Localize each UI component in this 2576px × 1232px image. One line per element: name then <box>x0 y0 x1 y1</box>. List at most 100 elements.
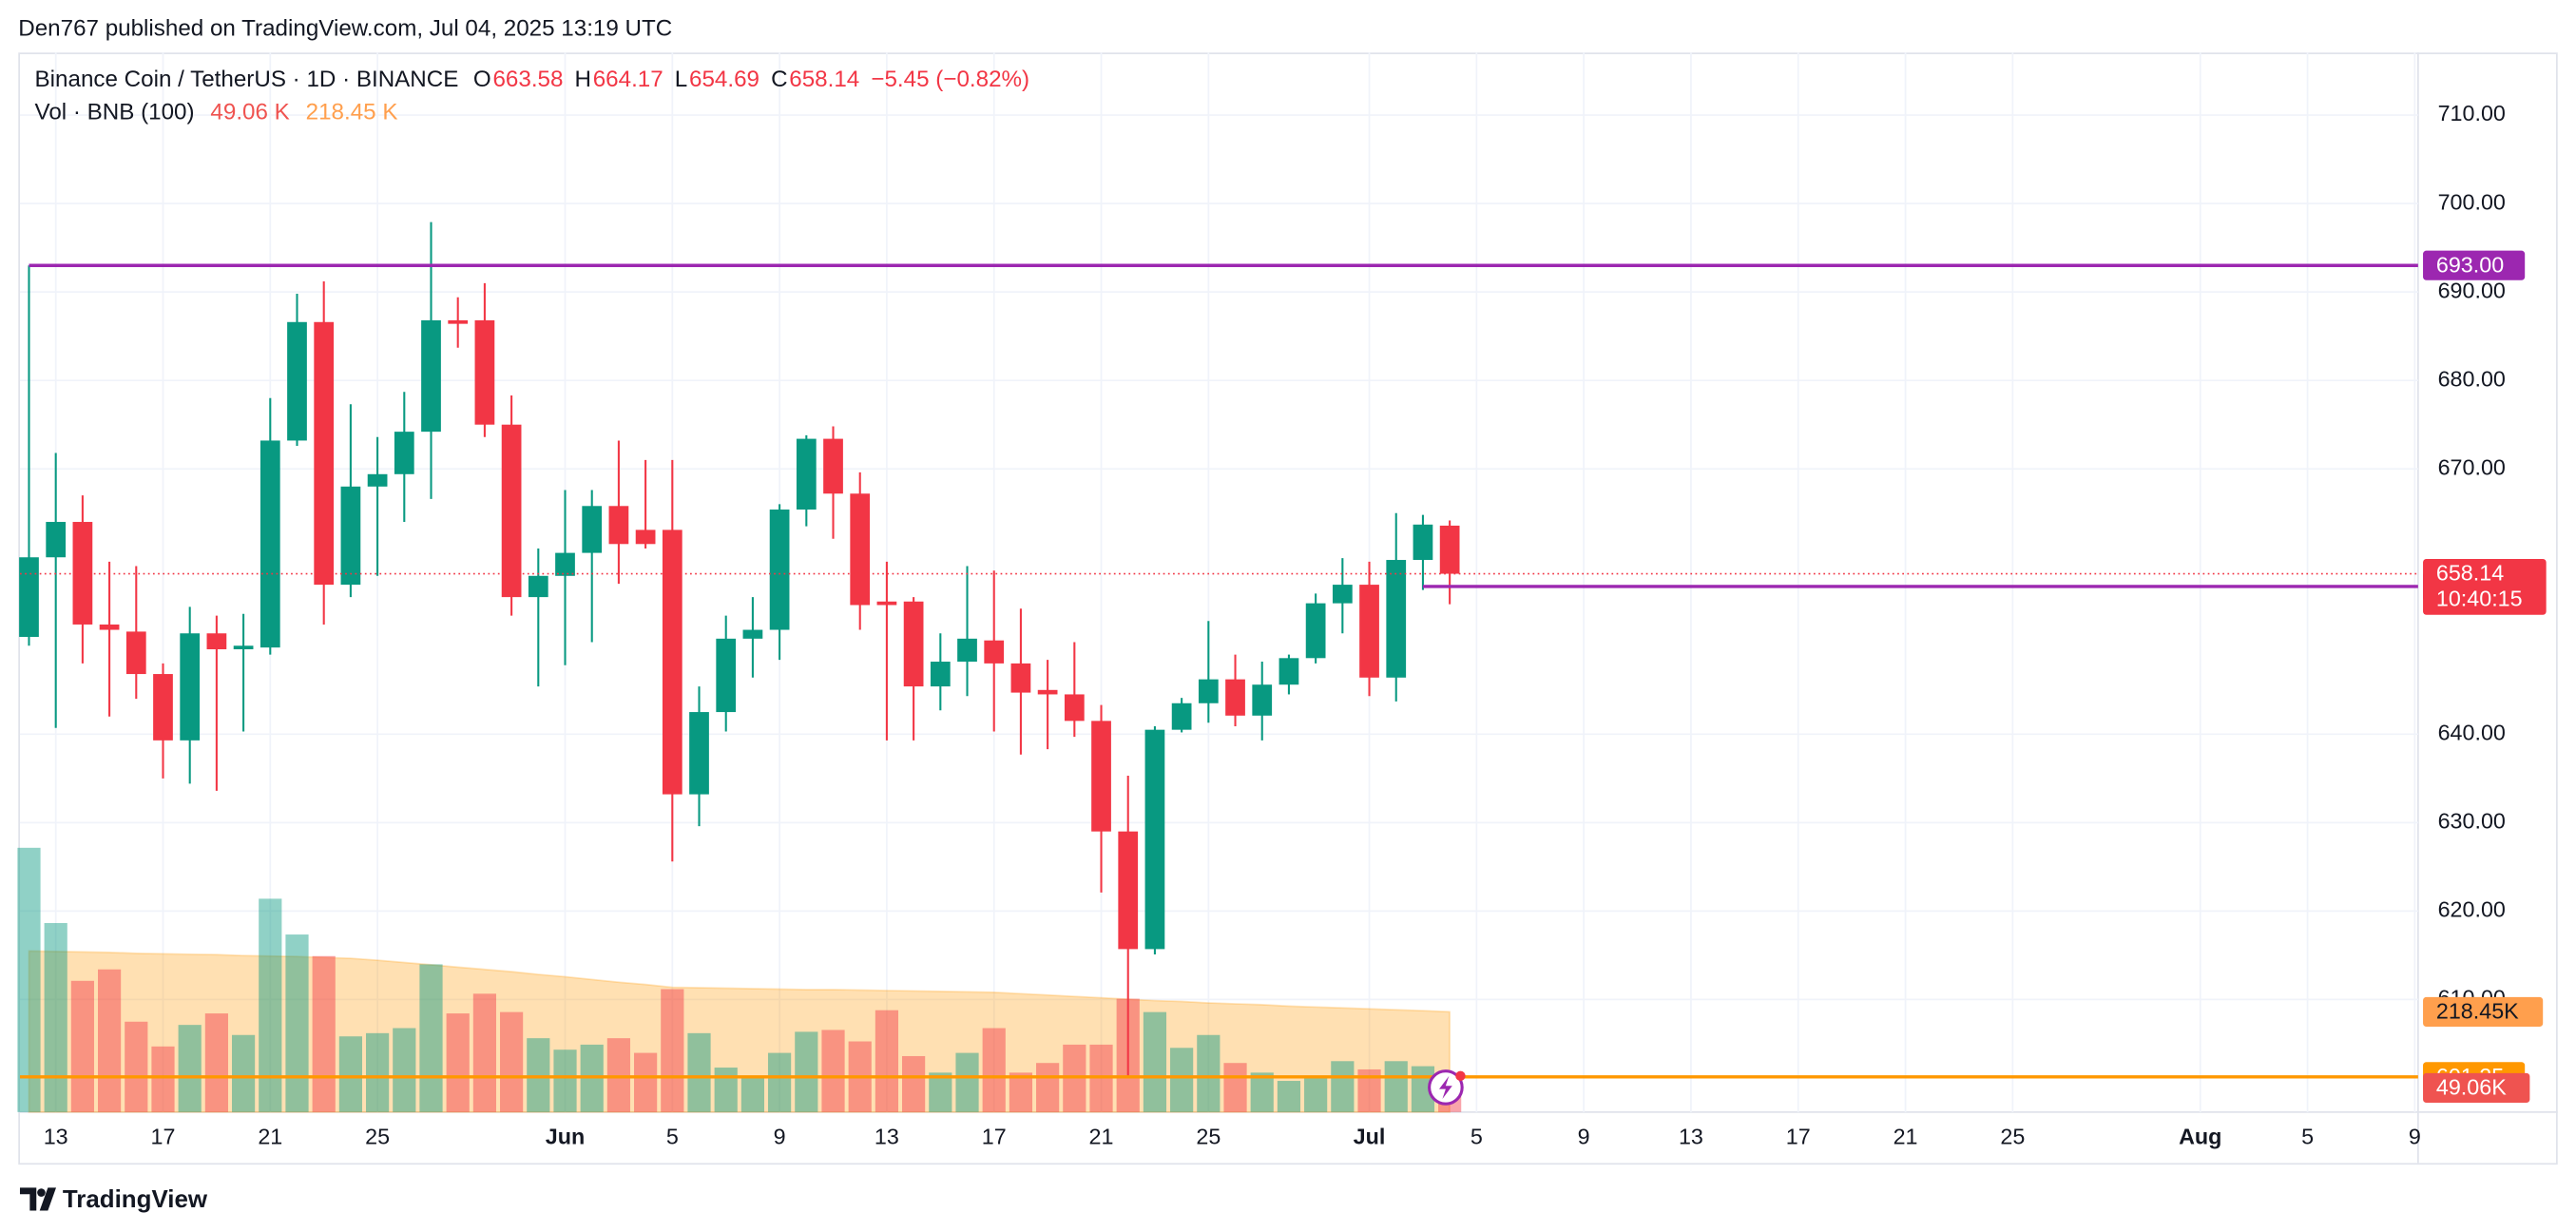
price-badge <box>2423 250 2526 280</box>
y-tick-label: 670.00 <box>2438 454 2506 479</box>
candle-body <box>1198 679 1219 703</box>
volume-bar <box>125 1021 148 1112</box>
candle-body <box>957 638 977 663</box>
x-tick-label: 25 <box>2000 1125 2025 1149</box>
volume-bar <box>1143 1011 1167 1112</box>
candle-body <box>153 674 173 741</box>
volume-bar <box>17 847 41 1112</box>
candle-body <box>260 440 280 648</box>
y-tick-label: 700.00 <box>2438 189 2506 214</box>
x-tick-label: 9 <box>2409 1125 2421 1149</box>
volume-bar <box>285 934 309 1112</box>
volume-bar <box>151 1046 175 1112</box>
x-tick-label: 25 <box>1196 1125 1221 1149</box>
candle-body <box>1305 603 1326 659</box>
icon-dot <box>1455 1070 1466 1082</box>
logo-dot <box>37 1188 46 1197</box>
last-price-label: 658.14 <box>2436 561 2504 586</box>
volume-bar <box>446 1013 470 1112</box>
y-tick-label: 690.00 <box>2438 278 2506 302</box>
candle-body <box>528 575 548 598</box>
x-tick-label: Jul <box>1354 1125 1386 1149</box>
candle-body <box>1413 524 1433 561</box>
volume-bar <box>366 1032 390 1112</box>
volume-bar <box>1304 1077 1328 1112</box>
x-tick-label: 17 <box>151 1125 176 1149</box>
y-tick-label: 630.00 <box>2438 809 2506 834</box>
x-tick-label: 21 <box>1089 1125 1114 1149</box>
last-price-badge <box>2423 558 2547 615</box>
axes: 610.00620.00630.00640.00670.00680.00690.… <box>44 101 2547 1149</box>
volume-bar <box>553 1049 577 1112</box>
candle-body <box>769 510 790 630</box>
candle-body <box>662 529 682 795</box>
volume-bar <box>312 955 336 1112</box>
candle-body <box>1386 560 1407 678</box>
candle-body <box>1144 729 1165 950</box>
candle-body <box>501 424 522 598</box>
candle-body <box>555 552 575 576</box>
x-tick-label: 13 <box>875 1125 899 1149</box>
candle-body <box>823 438 843 494</box>
volume-bar <box>44 922 67 1112</box>
volume-bar <box>902 1055 926 1112</box>
candle-body <box>1439 525 1460 574</box>
volume-bar <box>393 1028 416 1112</box>
candle-body <box>206 633 227 650</box>
volume-bar <box>1277 1081 1301 1112</box>
candle-body <box>742 629 763 639</box>
legend-change: −5.45 (−0.82%) <box>871 67 1029 92</box>
volume-badge <box>2423 996 2544 1027</box>
volume-bar <box>795 1031 818 1112</box>
y-tick-label: 680.00 <box>2438 366 2506 391</box>
candle-body <box>850 493 871 606</box>
volume-bar <box>661 989 684 1112</box>
icon-bolt <box>1438 1075 1452 1100</box>
y-tick-label: 640.00 <box>2438 720 2506 744</box>
candle-body <box>180 633 201 741</box>
volume-bar <box>472 993 497 1112</box>
x-tick-label: 13 <box>1679 1125 1703 1149</box>
candle-body <box>421 319 441 433</box>
volume-bar <box>204 1013 228 1112</box>
footer-brand: TradingView <box>63 1186 208 1213</box>
ohlc-legend: O 663.58 H 664.17 L 654.69 C 658.14 −5.45 (−0.82… <box>473 67 1029 92</box>
candle-body <box>233 645 254 650</box>
symbol-title: Binance Coin / TetherUS · 1D · BINANCE <box>35 67 459 92</box>
replay-icon[interactable] <box>1428 1069 1466 1106</box>
candle-body <box>582 506 603 553</box>
candle-body <box>1037 689 1058 695</box>
candle-body <box>876 601 897 606</box>
candle-body <box>448 319 469 324</box>
x-tick-label: Aug <box>2179 1125 2221 1149</box>
legend-key: C <box>771 67 787 92</box>
volume-bar <box>687 1032 711 1112</box>
candle-body <box>1118 831 1139 950</box>
volume-bar <box>875 1010 899 1112</box>
candle-body <box>984 640 1005 664</box>
volume-bar <box>982 1028 1006 1112</box>
price-pane <box>19 221 2418 1079</box>
volume-bar <box>1036 1063 1060 1112</box>
volume-badge-label: 49.06K <box>2436 1074 2507 1099</box>
candle-body <box>287 321 307 441</box>
volume-bar <box>821 1030 845 1112</box>
candle-body <box>367 473 388 487</box>
volume-legend-name: Vol · BNB (100) <box>35 100 195 125</box>
candle-body <box>46 522 67 558</box>
countdown-label: 10:40:15 <box>2436 586 2523 610</box>
volume-legend-ma: 218.45 K <box>306 100 398 125</box>
volume-bar <box>500 1011 524 1112</box>
candle-body <box>1225 679 1245 716</box>
candle-body <box>19 557 39 637</box>
volume-bar <box>231 1034 256 1112</box>
x-tick-label: 17 <box>982 1125 1007 1149</box>
x-tick-label: 13 <box>44 1125 68 1149</box>
x-tick-label: 17 <box>1786 1125 1811 1149</box>
volume-bar <box>1197 1034 1221 1112</box>
price-badge-label: 693.00 <box>2436 252 2504 277</box>
candle-body <box>796 438 817 510</box>
volume-bar <box>338 1036 362 1112</box>
candle-body <box>474 319 495 425</box>
